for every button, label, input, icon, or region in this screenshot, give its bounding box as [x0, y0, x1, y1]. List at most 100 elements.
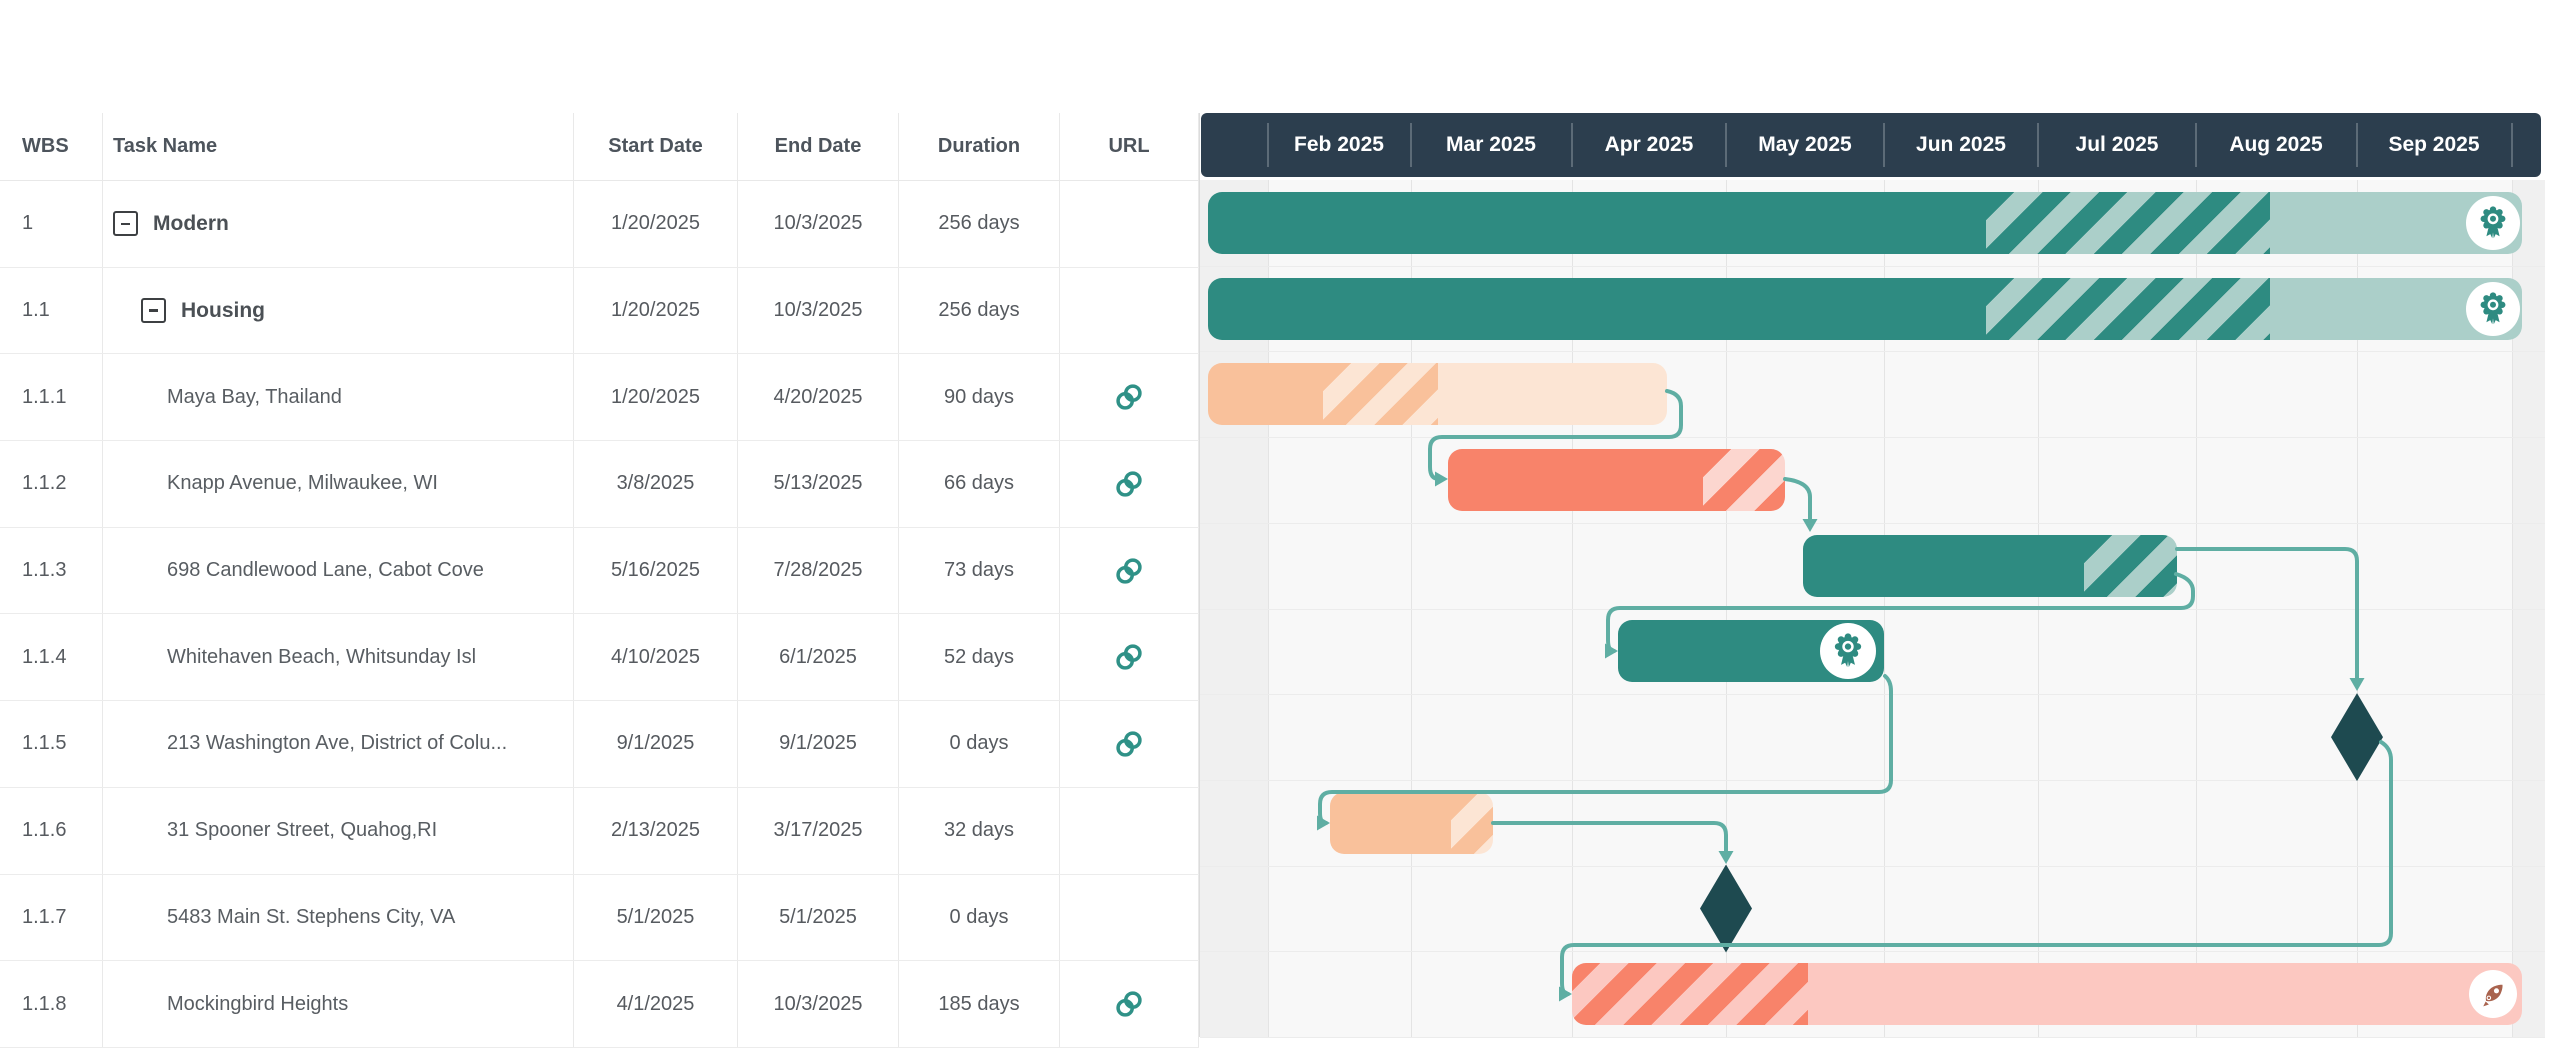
medal-award-icon — [1834, 633, 1862, 668]
end-date-cell: 3/17/2025 — [738, 787, 899, 874]
task-name-label: 213 Washington Ave, District of Colu... — [167, 732, 508, 755]
url-cell — [1060, 874, 1199, 961]
medal-award-icon — [2480, 291, 2506, 324]
start-date-cell: 3/8/2025 — [574, 441, 738, 527]
gantt-bar-1.1[interactable] — [1208, 277, 2522, 340]
col-header-start: Start Date — [574, 113, 738, 180]
task-grid-header: WBS Task Name Start Date End Date Durati… — [0, 113, 1199, 181]
gantt-bar-1.1.3[interactable] — [1803, 534, 2177, 597]
table-row-1.1.5[interactable]: 1.1.5 213 Washington Ave, District of Col… — [0, 701, 1199, 788]
table-row-1.1.7[interactable]: 1.1.7 5483 Main St. Stephens City, VA 5/1/… — [0, 874, 1199, 962]
bar-segment-hatch — [1986, 191, 2270, 254]
bar-segment-hatch — [1572, 963, 1808, 1026]
gantt-bar-1.1.8[interactable] — [1572, 963, 2522, 1026]
month-label: May 2025 — [1758, 133, 1852, 156]
wbs-cell: 1.1.6 — [0, 787, 103, 874]
url-link-icon[interactable] — [1112, 640, 1146, 674]
url-link-icon[interactable] — [1112, 727, 1146, 761]
task-name-cell: Modern — [103, 181, 574, 267]
url-link-icon[interactable] — [1112, 380, 1146, 414]
start-date-cell: 1/20/2025 — [574, 267, 738, 354]
month-label: Sep 2025 — [2388, 133, 2480, 156]
row-gridline — [1200, 265, 2545, 267]
month-tick — [2195, 123, 2197, 167]
row-gridline — [1200, 1037, 2545, 1038]
gantt-bar-1.1.6[interactable] — [1330, 791, 1493, 854]
table-row-1.1.3[interactable]: 1.1.3 698 Candlewood Lane, Cabot Cove 5/16… — [0, 527, 1199, 615]
end-date-cell: 10/3/2025 — [738, 181, 899, 267]
wbs-cell: 1.1.7 — [0, 874, 103, 961]
month-label: Feb 2025 — [1294, 133, 1384, 156]
table-row-1.1.6[interactable]: 1.1.6 31 Spooner Street, Quahog,RI 2/13/20… — [0, 787, 1199, 875]
row-gridline — [1200, 608, 2545, 610]
duration-cell: 32 days — [899, 787, 1060, 874]
rocket-icon — [2483, 984, 2503, 1007]
month-tick — [2037, 123, 2039, 167]
task-name-cell: 31 Spooner Street, Quahog,RI — [103, 787, 574, 874]
medal-badge — [1820, 623, 1876, 680]
duration-cell: 256 days — [899, 181, 1060, 267]
bar-segment-light — [1808, 963, 2522, 1026]
end-date-cell: 4/20/2025 — [738, 354, 899, 441]
url-cell — [1060, 614, 1199, 701]
task-name-label: 698 Candlewood Lane, Cabot Cove — [167, 559, 484, 582]
start-date-cell: 1/20/2025 — [574, 354, 738, 441]
url-cell — [1060, 701, 1199, 787]
timeline-header — [1201, 113, 2541, 177]
start-date-cell: 4/1/2025 — [574, 961, 738, 1047]
gantt-bar-1.1.1[interactable] — [1208, 363, 1667, 426]
month-label: Aug 2025 — [2229, 133, 2323, 156]
start-date-cell: 5/1/2025 — [574, 874, 738, 961]
row-gridline — [1200, 865, 2545, 867]
wbs-cell: 1.1.4 — [0, 614, 103, 701]
start-date-cell: 5/16/2025 — [574, 527, 738, 614]
table-row-1.1.4[interactable]: 1.1.4 Whitehaven Beach, Whitsunday Isl 4/1… — [0, 614, 1199, 702]
duration-cell: 185 days — [899, 961, 1060, 1047]
wbs-cell: 1.1.2 — [0, 441, 103, 527]
task-name-cell: 213 Washington Ave, District of Colu... — [103, 701, 574, 787]
bar-segment-hatch — [1323, 363, 1438, 426]
task-name-label: Modern — [153, 211, 229, 235]
collapse-toggle-icon[interactable] — [113, 211, 138, 237]
task-name-label: Knapp Avenue, Milwaukee, WI — [167, 472, 438, 495]
collapse-toggle-icon[interactable] — [141, 298, 166, 324]
gantt-bar-1.1.2[interactable] — [1448, 449, 1785, 511]
col-header-wbs: WBS — [0, 113, 103, 180]
medal-award-icon — [2480, 206, 2506, 239]
task-grid-body: 1 Modern 1/20/2025 10/3/2025 256 days 1.1 Hous… — [0, 181, 1199, 1048]
start-date-cell: 9/1/2025 — [574, 701, 738, 787]
bar-segment-light — [1438, 363, 1667, 426]
bar-segment-solid — [1208, 277, 1986, 340]
table-row-1.1[interactable]: 1.1 Housing 1/20/2025 10/3/2025 256 days — [0, 267, 1199, 355]
rocket-badge — [2469, 970, 2517, 1019]
url-link-icon[interactable] — [1112, 987, 1146, 1021]
month-tick — [1267, 123, 1269, 167]
url-cell — [1060, 527, 1199, 614]
duration-cell: 0 days — [899, 874, 1060, 961]
task-name-cell: Housing — [103, 267, 574, 354]
table-row-1[interactable]: 1 Modern 1/20/2025 10/3/2025 256 days — [0, 181, 1199, 268]
gantt-bar-1[interactable] — [1208, 191, 2522, 254]
table-row-1.1.8[interactable]: 1.1.8 Mockingbird Heights 4/1/2025 10/3/202… — [0, 961, 1199, 1048]
wbs-cell: 1.1.8 — [0, 961, 103, 1047]
bar-segment-solid — [1803, 534, 2084, 597]
duration-cell: 90 days — [899, 354, 1060, 441]
task-name-cell: Mockingbird Heights — [103, 961, 574, 1047]
row-gridline — [1200, 522, 2545, 524]
wbs-cell: 1.1.3 — [0, 527, 103, 614]
wbs-cell: 1.1.5 — [0, 701, 103, 787]
table-row-1.1.1[interactable]: 1.1.1 Maya Bay, Thailand 1/20/2025 4/20/202… — [0, 354, 1199, 442]
row-gridline — [1200, 694, 2545, 696]
duration-cell: 52 days — [899, 614, 1060, 701]
url-link-icon[interactable] — [1112, 554, 1146, 588]
bar-segment-solid — [1208, 191, 1986, 254]
end-date-cell: 5/1/2025 — [738, 874, 899, 961]
table-row-1.1.2[interactable]: 1.1.2 Knapp Avenue, Milwaukee, WI 3/8/2025… — [0, 441, 1199, 528]
task-name-cell: Knapp Avenue, Milwaukee, WI — [103, 441, 574, 527]
task-name-label: Mockingbird Heights — [167, 992, 349, 1015]
bar-segment-hatch — [1703, 449, 1785, 511]
url-cell — [1060, 441, 1199, 527]
url-link-icon[interactable] — [1112, 467, 1146, 501]
month-tick — [1725, 123, 1727, 167]
month-tick — [1883, 123, 1885, 167]
